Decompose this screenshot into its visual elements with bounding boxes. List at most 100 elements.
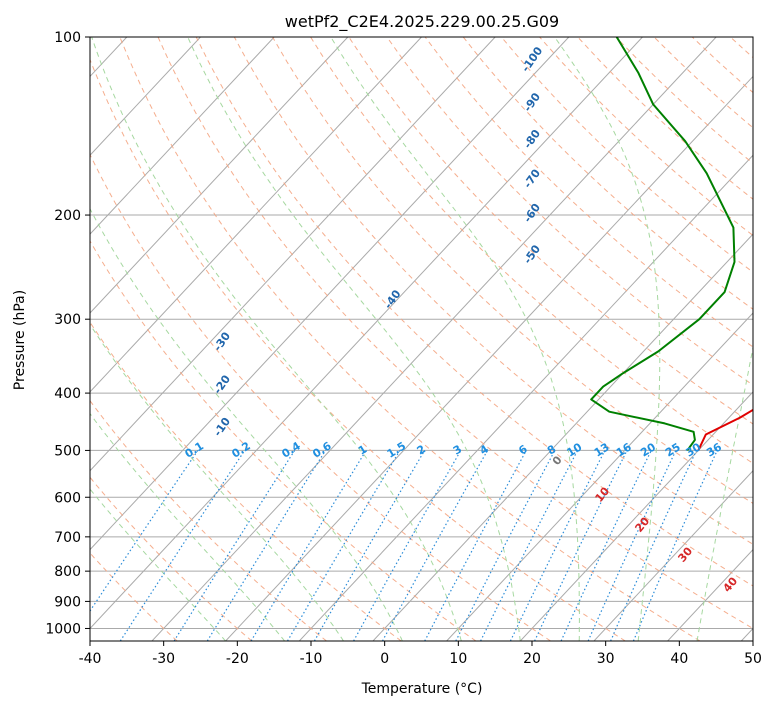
y-tick-label: 1000 (45, 621, 81, 637)
dry-adiabat-line (348, 37, 753, 425)
y-axis-ticks: 100 200 300 400 500 600 700 800 900 1000 (45, 30, 90, 637)
y-tick-label: 700 (54, 530, 81, 546)
moist-adiabat-label: 30 (675, 544, 695, 564)
mixing-ratio-label: 0.1 (183, 439, 206, 460)
dry-adiabat-label: -40 (382, 287, 404, 311)
isotherm-line (225, 75, 753, 641)
mixing-ratio-line (90, 450, 199, 613)
mixing-ratio-label: 4 (477, 442, 491, 457)
isotherm-line (90, 37, 570, 551)
dry-adiabat-line (424, 37, 753, 348)
dry-adiabat-line (90, 58, 626, 641)
dry-adiabat-line (90, 240, 477, 641)
isotherm-line (593, 470, 753, 641)
mixing-ratio-label: 0.4 (279, 439, 303, 461)
y-tick-label: 100 (54, 30, 81, 46)
isotherm-line (446, 312, 753, 641)
dry-adiabat-line (615, 37, 753, 164)
x-tick-label: 30 (597, 651, 615, 667)
isotherm-line (90, 37, 496, 472)
mixing-ratio-label: 1.5 (385, 439, 408, 460)
x-tick-label: -10 (300, 651, 323, 667)
y-tick-label: 800 (54, 564, 81, 580)
x-axis-title: Temperature (°C) (361, 681, 483, 697)
moist-adiabat-line (90, 323, 344, 641)
dry-adiabat-line (577, 37, 753, 200)
mixing-ratio-line (119, 450, 246, 641)
mixing-ratio-line (560, 450, 652, 641)
dry-adiabat-label: -70 (521, 167, 543, 191)
isotherm-line (90, 37, 643, 630)
moist-adiabat-line (90, 207, 403, 641)
moist-adiabat-line (90, 488, 226, 641)
isotherm-line (372, 233, 753, 641)
moist-adiabat-label: 0 (550, 453, 565, 467)
isotherm-line (90, 37, 422, 393)
dry-adiabat-label: -100 (519, 44, 546, 74)
profile-series (590, 37, 753, 451)
isotherm-line (90, 37, 275, 235)
mixing-ratio-line (610, 450, 698, 641)
x-axis-ticks: -40 -30 -20 -10 0 10 20 30 40 50 (79, 641, 762, 667)
mixing-ratio-line (381, 450, 489, 641)
dry-adiabat-label: -60 (521, 201, 543, 225)
dry-adiabat-label: -10 (211, 415, 233, 439)
x-tick-label: 40 (670, 651, 688, 667)
x-tick-label: -20 (226, 651, 249, 667)
pressure-grid (90, 37, 753, 629)
mixing-ratio-line (250, 450, 367, 641)
x-tick-label: 20 (523, 651, 541, 667)
y-tick-label: 400 (54, 386, 81, 402)
mixing-ratio-line (509, 450, 606, 641)
moist-adiabat-line (696, 345, 753, 641)
y-tick-label: 600 (54, 490, 81, 506)
plot-frame (89, 36, 754, 642)
plot-area: 0.1 0.2 0.4 0.6 1 1.5 2 3 4 6 8 10 13 16 20 25 30 36-100-… (90, 37, 775, 641)
moist-adiabat-line (554, 37, 661, 641)
x-tick-label: 0 (380, 651, 389, 667)
moist-adiabat-lines (90, 37, 753, 641)
mixing-ratio-label: 0.6 (310, 439, 334, 461)
mixing-ratio-label: 36 (704, 440, 724, 459)
mixing-ratio-line (587, 450, 677, 641)
y-tick-label: 900 (54, 594, 81, 610)
y-tick-label: 200 (54, 208, 81, 224)
isotherm-line (519, 391, 753, 641)
dry-adiabat-line (272, 37, 753, 505)
mixing-ratio-lines (90, 450, 718, 641)
mixing-ratio-line (206, 450, 327, 641)
x-tick-label: 10 (449, 651, 467, 667)
mixing-ratio-line (424, 450, 527, 641)
dry-adiabat-line (119, 37, 701, 641)
x-tick-label: -30 (152, 651, 175, 667)
dry-adiabat-line (310, 37, 753, 464)
moist-adiabat-line (187, 37, 521, 641)
dry-adiabat-label: -30 (211, 330, 233, 354)
mixing-ratio-label: 25 (663, 440, 683, 459)
isotherm-line (90, 37, 349, 314)
dry-adiabat-label: -90 (521, 90, 543, 114)
isotherm-line (298, 154, 753, 641)
mixing-ratio-label: 13 (592, 440, 612, 459)
dry-adiabat-lines (90, 37, 775, 641)
isotherm-line (740, 627, 753, 641)
isotherm-line (151, 37, 717, 641)
mixing-ratio-label: 6 (516, 442, 530, 457)
temperature-profile-line (697, 408, 753, 451)
mixing-ratio-label: 30 (683, 440, 703, 459)
mixing-ratio-line (480, 450, 579, 641)
moist-adiabat-line (90, 412, 285, 641)
dry-adiabat-line (90, 476, 253, 641)
mixing-ratio-line (353, 450, 462, 641)
dry-adiabat-line (90, 321, 402, 641)
moist-adiabat-line (330, 37, 580, 641)
mixing-ratio-line (534, 450, 628, 641)
dry-adiabat-line (769, 37, 775, 641)
y-tick-label: 300 (54, 312, 81, 328)
mixing-ratio-line (173, 450, 296, 641)
mixing-ratio-line (632, 450, 718, 641)
dry-adiabat-label: -50 (521, 242, 543, 266)
y-tick-label: 500 (54, 443, 81, 459)
moist-adiabat-label: 10 (592, 484, 612, 504)
